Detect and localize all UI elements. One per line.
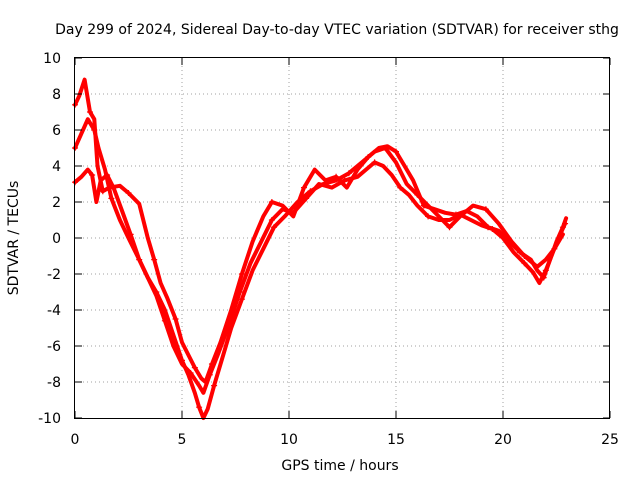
- chart-title: Day 299 of 2024, Sidereal Day-to-day VTE…: [55, 22, 619, 38]
- data-point-marker: [172, 316, 179, 322]
- y-tick-label: 10: [43, 51, 61, 67]
- axis-ticks: [74, 57, 611, 419]
- data-point-marker: [397, 184, 404, 191]
- data-point-marker: [89, 172, 96, 178]
- data-point-marker: [125, 190, 132, 196]
- data-point-marker: [191, 364, 198, 371]
- series-line: [73, 117, 568, 395]
- y-tick-label: -4: [47, 303, 61, 319]
- x-tick-label: 5: [178, 432, 187, 448]
- data-point-marker: [108, 195, 115, 202]
- data-point-marker: [345, 170, 352, 177]
- plot-frame: [74, 57, 610, 419]
- data-point-marker: [341, 177, 348, 184]
- data-point-marker: [211, 382, 218, 389]
- data-point-marker: [562, 220, 569, 227]
- data-point-marker: [268, 199, 275, 205]
- y-tick-label: 2: [52, 195, 61, 211]
- data-point-marker: [551, 245, 558, 252]
- data-point-marker: [271, 224, 278, 231]
- y-tick-label: 8: [52, 87, 61, 103]
- data-point-marker: [206, 371, 213, 378]
- series-line: [73, 146, 565, 420]
- y-tick-label: -2: [47, 267, 61, 283]
- x-tick-label: 25: [601, 432, 619, 448]
- data-point-marker: [238, 296, 245, 303]
- data-point-marker: [414, 191, 421, 198]
- data-point-marker: [482, 206, 489, 213]
- data-point-marker: [268, 217, 275, 223]
- y-tick-label: 4: [52, 159, 61, 175]
- data-point-marker: [521, 260, 528, 267]
- x-tick-label: 10: [280, 432, 298, 448]
- data-point-marker: [307, 188, 314, 195]
- data-point-marker: [179, 357, 185, 364]
- series-trace-3: [72, 145, 565, 420]
- data-point-marker: [521, 253, 528, 259]
- grid-lines: [75, 58, 610, 418]
- data-point-marker: [151, 256, 158, 263]
- y-tick-label: 0: [52, 231, 61, 247]
- y-tick-label: 6: [52, 123, 61, 139]
- data-point-marker: [104, 172, 111, 178]
- data-point-marker: [86, 109, 93, 115]
- data-point-marker: [371, 159, 378, 166]
- y-tick-label: -6: [47, 339, 61, 355]
- data-series: [72, 77, 569, 420]
- data-point-marker: [446, 224, 453, 231]
- y-tick-label: -10: [38, 411, 61, 427]
- x-tick-label: 20: [494, 432, 512, 448]
- y-axis-label: SDTVAR / TECUs: [6, 181, 22, 296]
- data-point-marker: [153, 289, 160, 295]
- x-tick-label: 0: [71, 432, 80, 448]
- data-point-marker: [393, 148, 399, 155]
- data-point-marker: [236, 289, 243, 295]
- data-point-marker: [99, 188, 106, 195]
- x-tick-label: 15: [387, 432, 405, 448]
- data-point-marker: [382, 145, 389, 151]
- data-point-marker: [542, 267, 549, 274]
- data-point-marker: [127, 231, 134, 238]
- data-point-marker: [196, 404, 203, 411]
- x-tick-labels: 0 5 10 15 20 25: [71, 432, 619, 448]
- data-point-marker: [489, 226, 496, 232]
- data-point-marker: [300, 184, 307, 191]
- y-tick-label: -8: [47, 375, 61, 391]
- x-axis-label: GPS time / hours: [281, 458, 398, 474]
- series-trace-2: [72, 117, 569, 395]
- data-point-marker: [91, 127, 98, 133]
- data-point-marker: [425, 213, 432, 220]
- data-point-marker: [238, 271, 245, 277]
- y-tick-labels: -10 -8 -6 -4 -2 0 2 4 6 8 10: [38, 51, 61, 427]
